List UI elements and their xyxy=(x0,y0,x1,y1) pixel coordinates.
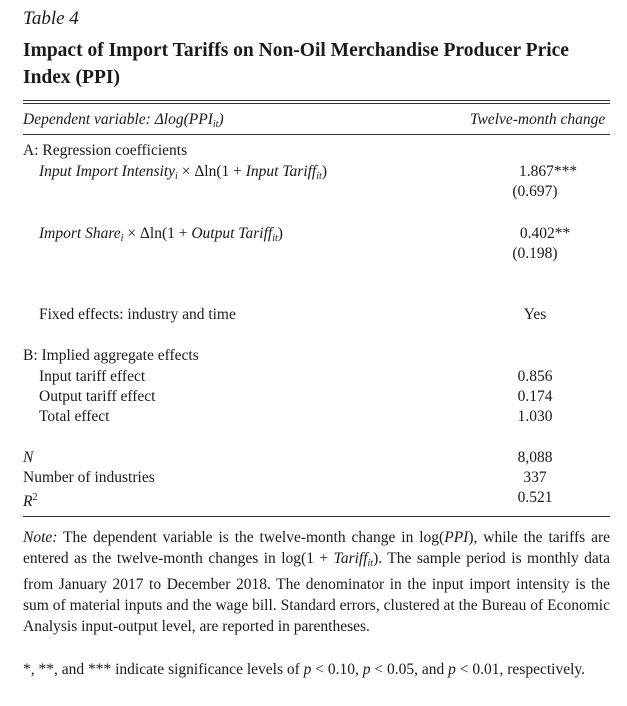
row-input-import-intensity-se: (0.697) xyxy=(512,183,558,200)
table-title: Impact of Import Tariffs on Non-Oil Merc… xyxy=(23,40,569,88)
fixed-effects-label: Fixed effects: industry and time xyxy=(39,306,236,323)
header-rule xyxy=(23,134,610,135)
table-label: Table 4 xyxy=(23,8,79,29)
row-input-import-intensity-coef: 1.867*** xyxy=(518,163,578,180)
input-tariff-effect-label: Input tariff effect xyxy=(39,368,146,385)
industries-value: 337 xyxy=(523,469,547,486)
row-import-share-coef: 0.402** xyxy=(519,225,571,242)
column-header: Twelve-month change xyxy=(470,111,606,128)
total-effect-value: 1.030 xyxy=(517,408,553,425)
total-effect-label: Total effect xyxy=(39,408,110,425)
r-squared-value: 0.521 xyxy=(517,489,553,506)
r-squared-label: R2 xyxy=(23,492,38,510)
table-note: Note: The dependent variable is the twel… xyxy=(23,529,610,635)
n-label: N xyxy=(23,449,34,466)
dependent-variable-header: Dependent variable: Δlog(PPIit) xyxy=(23,111,224,130)
row-import-share-se: (0.198) xyxy=(512,245,558,262)
significance-note: *, **, and *** indicate significance lev… xyxy=(23,661,586,678)
row-import-share-label: Import Sharei × Δln(1 + Output Tariffit) xyxy=(39,225,283,244)
fixed-effects-value: Yes xyxy=(523,306,547,323)
panel-b-heading: B: Implied aggregate effects xyxy=(23,347,199,364)
row-input-import-intensity-label: Input Import Intensityi × Δln(1 + Input … xyxy=(39,163,327,182)
input-tariff-effect-value: 0.856 xyxy=(517,368,553,385)
industries-label: Number of industries xyxy=(23,469,155,486)
n-value: 8,088 xyxy=(517,449,553,466)
output-tariff-effect-label: Output tariff effect xyxy=(39,388,156,405)
top-rule-double xyxy=(23,103,610,104)
panel-a-heading: A: Regression coefficients xyxy=(23,142,188,159)
top-rule xyxy=(23,100,610,101)
bottom-rule xyxy=(23,516,610,517)
output-tariff-effect-value: 0.174 xyxy=(517,388,553,405)
